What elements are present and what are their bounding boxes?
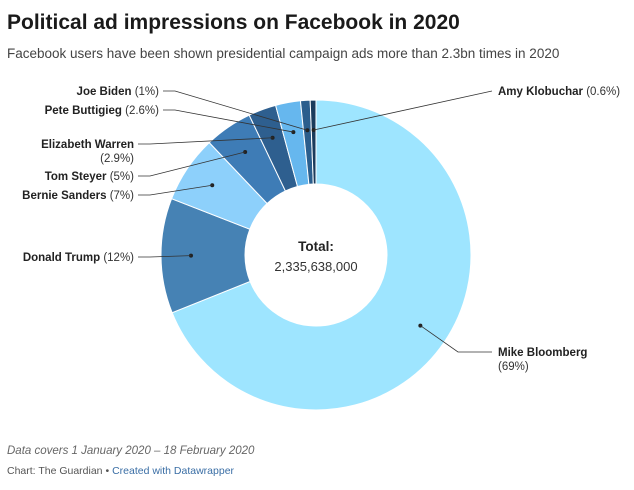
leader-line-donald-trump	[138, 255, 192, 258]
label-leader-lines	[138, 90, 493, 353]
slice-label-donald-trump: Donald Trump (12%)	[23, 252, 134, 264]
slice-label-elizabeth-warren: Elizabeth Warren	[41, 139, 134, 151]
slice-label-bernie-sanders: Bernie Sanders (7%)	[22, 190, 134, 202]
slice-label-joe-biden: Joe Biden (1%)	[77, 86, 160, 98]
leader-line-bernie-sanders	[138, 184, 213, 196]
donut-slices	[160, 99, 472, 411]
footer-source: Chart: The Guardian	[7, 465, 103, 477]
datawrapper-link[interactable]: Created with Datawrapper	[112, 465, 235, 477]
slice-labels: Mike Bloomberg (69%) Donald Trump (12%) Ber…	[22, 86, 620, 373]
chart-subtitle: Facebook users have been shown president…	[7, 46, 560, 61]
leader-line-pete-buttigieg	[163, 109, 294, 133]
chart-title: Political ad impressions on Facebook in …	[7, 11, 460, 34]
slice-percent-elizabeth-warren: (2.9%)	[100, 153, 134, 165]
donut-chart: Mike Bloomberg (69%) Donald Trump (12%) Ber…	[22, 86, 620, 411]
footer-note: Data covers 1 January 2020 – 18 February…	[7, 445, 255, 457]
leader-line-tom-steyer	[138, 151, 246, 177]
slice-label-pete-buttigieg: Pete Buttigieg (2.6%)	[45, 105, 160, 117]
leader-line-elizabeth-warren	[138, 137, 273, 145]
leader-line-joe-biden	[163, 90, 308, 131]
slice-label-mike-bloomberg: Mike Bloomberg	[498, 347, 587, 359]
leader-line-mike-bloomberg	[420, 325, 492, 353]
center-total-value: 2,335,638,000	[274, 259, 357, 274]
leader-dot-donald-trump	[189, 253, 194, 258]
leader-line-amy-klobuchar	[313, 90, 493, 131]
center-total-label: Total:	[298, 239, 334, 254]
donut-slice-mike-bloomberg[interactable]	[171, 99, 472, 411]
slice-label-tom-steyer: Tom Steyer (5%)	[45, 171, 134, 183]
footer-separator: •	[105, 465, 110, 477]
footer-credit: Chart: The Guardian • Created with Dataw…	[7, 465, 234, 477]
slice-percent-mike-bloomberg: (69%)	[498, 361, 529, 373]
slice-label-amy-klobuchar: Amy Klobuchar (0.6%)	[498, 86, 620, 98]
donut-slice-amy-klobuchar[interactable]	[309, 99, 317, 185]
